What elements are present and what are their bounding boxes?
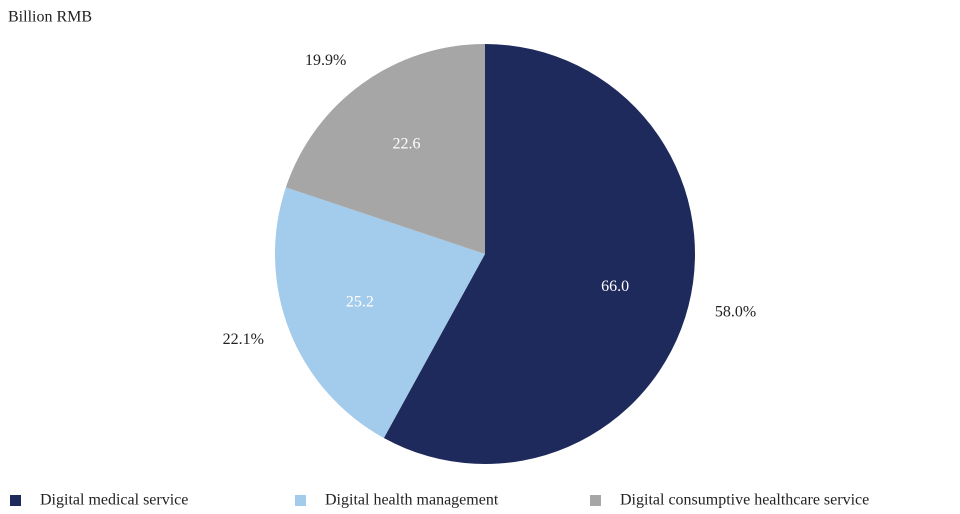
legend-label: Digital health management bbox=[325, 492, 499, 509]
pie-slice bbox=[275, 187, 485, 439]
percent-label: 58.0% bbox=[715, 304, 756, 321]
legend-label: Digital consumptive healthcare service bbox=[620, 492, 869, 509]
legend-label: Digital medical service bbox=[40, 492, 188, 509]
legend-swatch bbox=[590, 495, 601, 506]
pie-slice bbox=[383, 44, 695, 464]
legend-swatch bbox=[10, 495, 21, 506]
pie-slice bbox=[285, 44, 485, 254]
percent-label: 22.1% bbox=[223, 331, 264, 348]
chart-title: Billion RMB bbox=[8, 9, 92, 26]
value-label: 22.6 bbox=[392, 136, 420, 153]
value-label: 25.2 bbox=[346, 294, 374, 311]
value-label: 66.0 bbox=[601, 278, 629, 295]
legend-swatch bbox=[295, 495, 306, 506]
percent-label: 19.9% bbox=[305, 52, 346, 69]
